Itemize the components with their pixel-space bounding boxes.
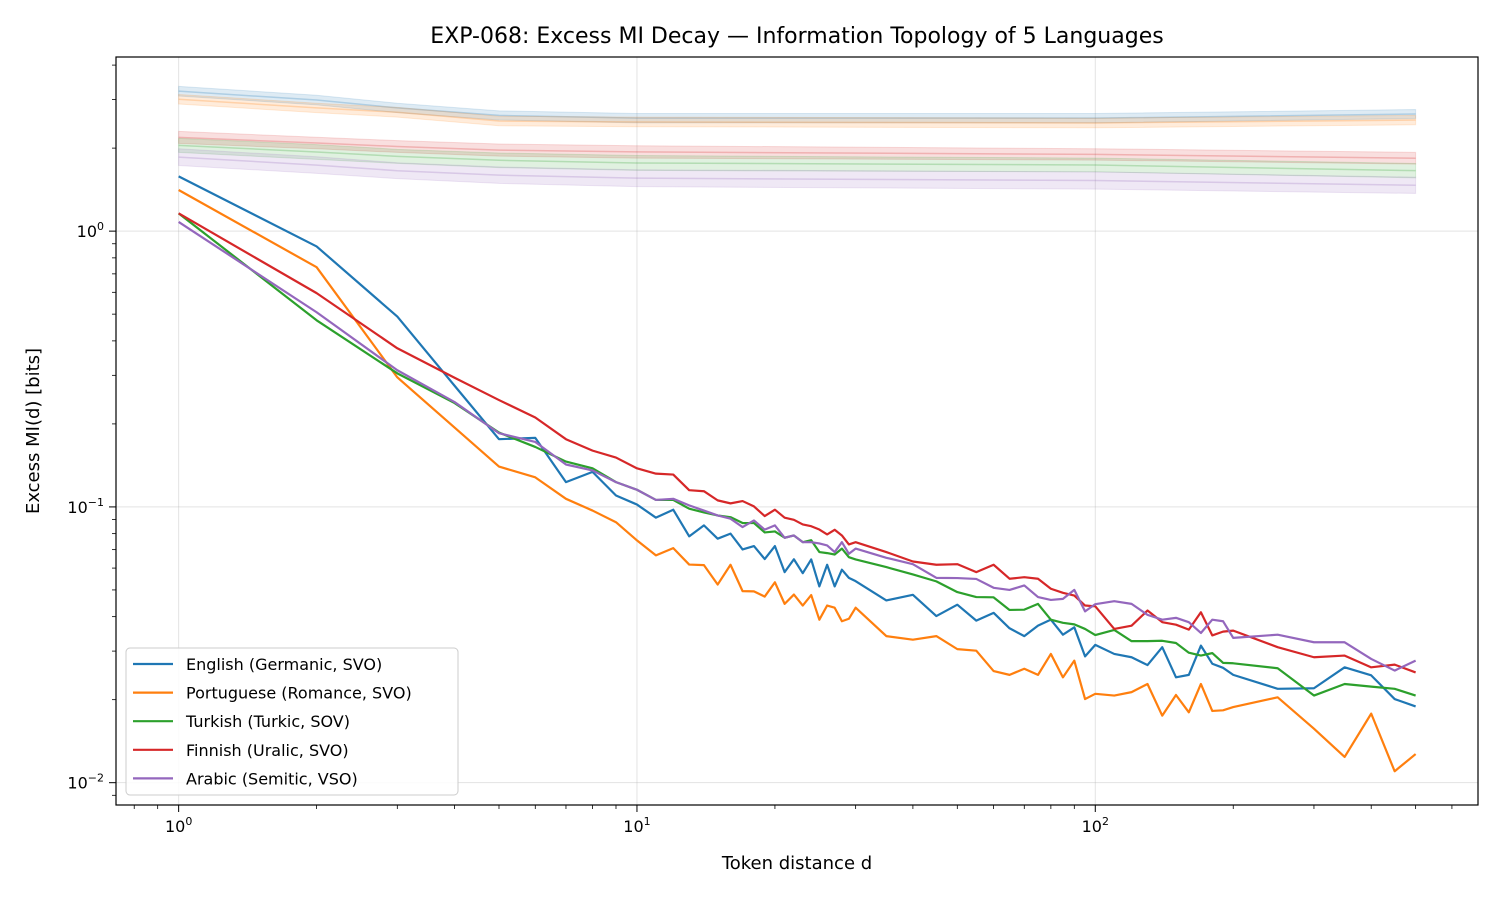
legend-entry: Finnish (Uralic, SVO): [186, 741, 349, 760]
legend-entry: Arabic (Semitic, VSO): [186, 769, 358, 788]
legend-entry: English (Germanic, SVO): [186, 655, 382, 674]
legend: English (Germanic, SVO) Portuguese (Roman…: [126, 648, 458, 795]
legend-entry: Portuguese (Romance, SVO): [186, 684, 412, 703]
y-axis-label: Excess MI(d) [bits]: [23, 348, 44, 514]
x-axis-label: Token distance d: [721, 853, 872, 874]
legend-entry: Turkish (Turkic, SOV): [185, 712, 350, 731]
chart-title: EXP-068: Excess MI Decay — Information T…: [430, 24, 1163, 49]
